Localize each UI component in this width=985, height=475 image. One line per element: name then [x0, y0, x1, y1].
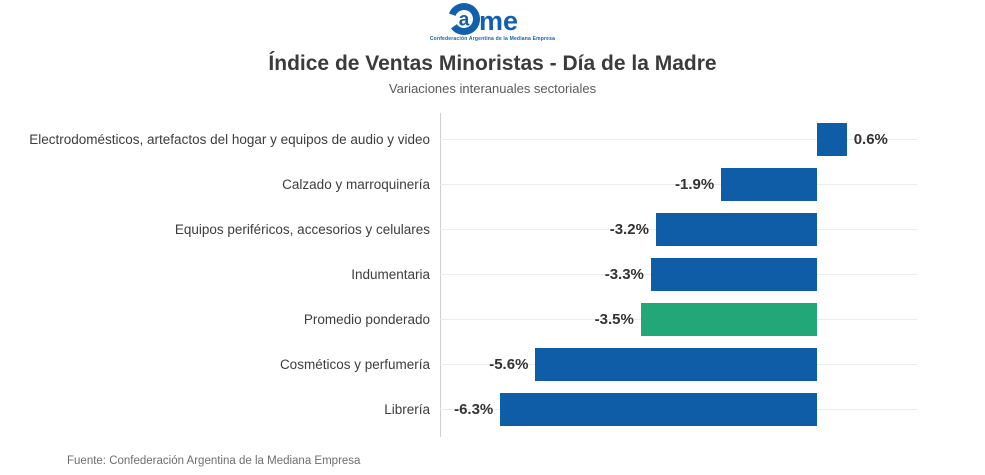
chart-row: Cosméticos y perfumería -5.6% — [0, 342, 985, 387]
bar-chart: Electrodomésticos, artefactos del hogar … — [0, 117, 985, 432]
category-label: Promedio ponderado — [303, 312, 430, 327]
bar — [535, 348, 817, 381]
chart-subtitle: Variaciones interanuales sectoriales — [388, 81, 597, 96]
source-note: Fuente: Confederación Argentina de la Me… — [67, 455, 361, 467]
chart-row: Librería -6.3% — [0, 387, 985, 432]
value-label: -3.3% — [604, 266, 644, 283]
chart-row: Indumentaria -3.3% — [0, 252, 985, 297]
logo-letter-a: a — [458, 10, 469, 31]
chart-row: Equipos periféricos, accesorios y celula… — [0, 207, 985, 252]
chart-row: Electrodomésticos, artefactos del hogar … — [0, 117, 985, 162]
gridline — [440, 184, 917, 185]
value-label: -1.9% — [675, 176, 715, 193]
bar — [650, 258, 817, 291]
category-label: Equipos periféricos, accesorios y celula… — [174, 222, 430, 237]
value-label: -5.6% — [489, 356, 529, 373]
category-label: Electrodomésticos, artefactos del hogar … — [29, 132, 430, 147]
bar — [655, 213, 817, 246]
y-axis-line — [440, 113, 441, 437]
category-label: Calzado y marroquinería — [282, 177, 430, 192]
chart-title: Índice de Ventas Minoristas - Día de la … — [268, 52, 717, 75]
value-label: -3.2% — [609, 221, 649, 238]
value-label: -6.3% — [454, 401, 494, 418]
bar — [640, 303, 817, 336]
logo-letters-me: me — [479, 6, 518, 36]
came-logo: a me — [0, 2, 985, 41]
value-label: -3.5% — [594, 311, 634, 328]
logo-tagline: Confederación Argentina de la Mediana Em… — [429, 36, 556, 42]
bar — [816, 123, 847, 156]
bar — [721, 168, 817, 201]
gridline — [440, 139, 917, 140]
category-label: Cosméticos y perfumería — [279, 357, 430, 372]
category-label: Indumentaria — [351, 267, 430, 282]
chart-row: Calzado y marroquinería -1.9% — [0, 162, 985, 207]
came-logo-mark: a me — [447, 3, 518, 36]
chart-row: Promedio ponderado -3.5% — [0, 297, 985, 342]
value-label: 0.6% — [853, 131, 888, 148]
logo-c-ring — [447, 3, 480, 35]
category-label: Librería — [384, 402, 430, 417]
bar — [500, 393, 817, 426]
